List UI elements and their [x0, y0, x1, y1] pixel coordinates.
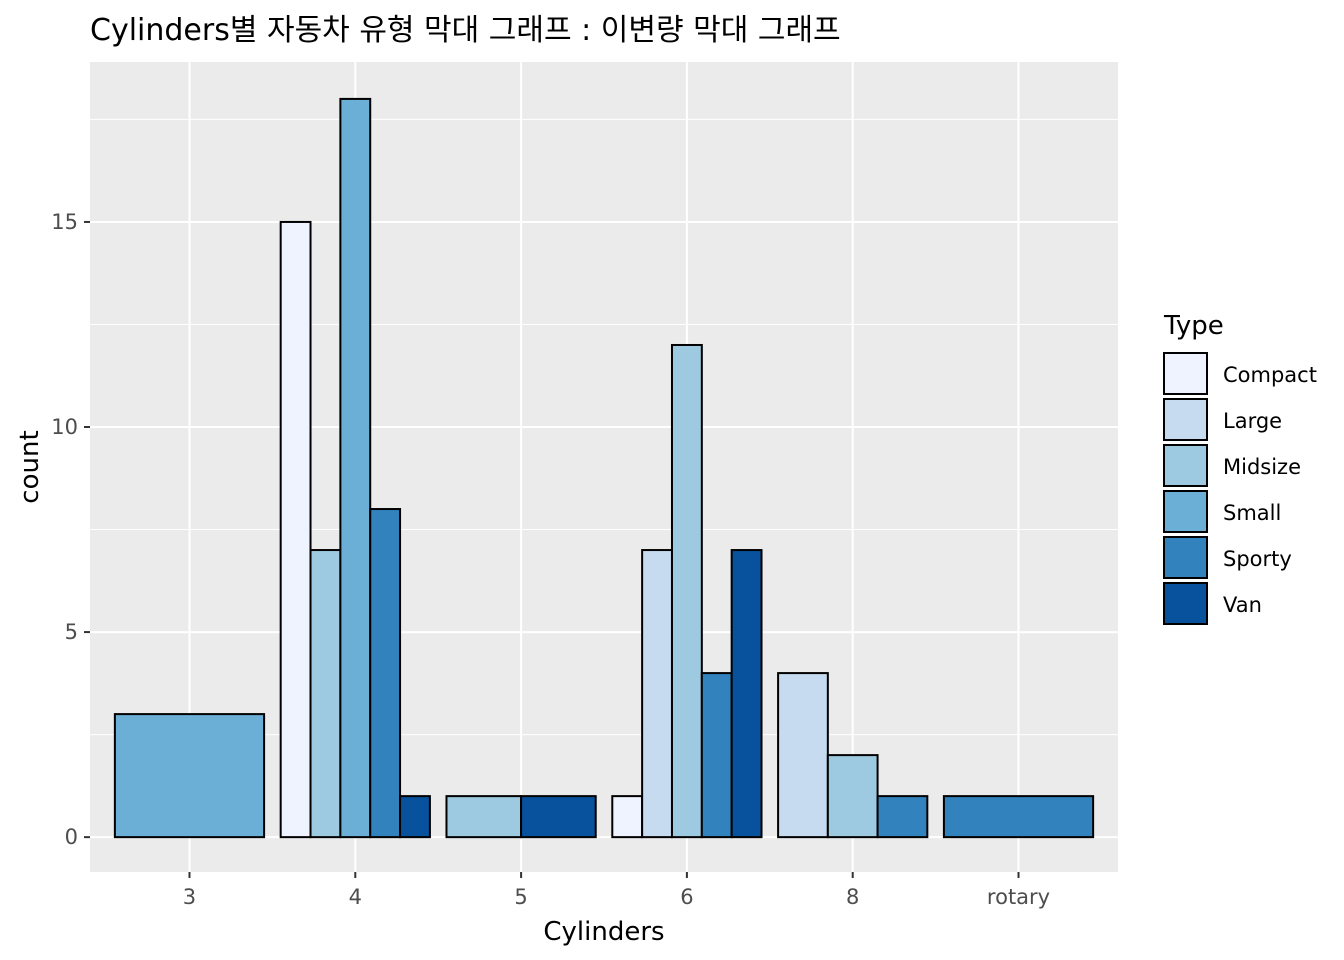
chart-title: Cylinders별 자동차 유형 막대 그래프 : 이변량 막대 그래프	[90, 13, 841, 48]
x-axis-title: Cylinders	[543, 917, 664, 947]
x-tick-label: 3	[183, 885, 196, 909]
bar-large-8	[777, 672, 829, 839]
y-tick-label: 0	[65, 825, 78, 849]
bar-midsize-5	[445, 795, 523, 839]
legend-key-small	[1163, 490, 1208, 533]
y-tick-label: 5	[65, 620, 78, 644]
bar-small-3	[113, 713, 266, 839]
bar-van-6	[730, 549, 763, 839]
legend-label-large: Large	[1223, 409, 1282, 433]
x-tick-label: 8	[846, 885, 859, 909]
legend-label-van: Van	[1223, 593, 1262, 617]
bar-sporty-4	[369, 508, 402, 839]
bar-sporty-rotary	[942, 795, 1095, 839]
bar-midsize-6	[670, 343, 703, 839]
legend-key-midsize	[1163, 444, 1208, 487]
legend-label-sporty: Sporty	[1223, 547, 1292, 571]
legend-title: Type	[1163, 311, 1224, 341]
bar-van-5	[520, 795, 597, 839]
y-tick-label: 10	[51, 415, 78, 439]
legend-label-midsize: Midsize	[1223, 455, 1301, 479]
y-tick-label: 15	[51, 210, 78, 234]
x-tick-label: 5	[514, 885, 527, 909]
x-tick-label: rotary	[987, 885, 1050, 909]
bars	[113, 97, 1095, 839]
legend-key-large	[1163, 398, 1208, 441]
legend-label-compact: Compact	[1223, 363, 1317, 387]
legend-key-sporty	[1163, 536, 1208, 579]
bar-sporty-8	[876, 795, 929, 839]
y-axis-title: count	[15, 430, 45, 503]
legend-label-small: Small	[1223, 501, 1281, 525]
bar-large-6	[641, 549, 673, 839]
bar-midsize-4	[309, 549, 342, 839]
legend-items: Compact Large Midsize Small Sporty Van	[1163, 352, 1317, 625]
axes: 0 5 10 15 3 4 5 6 8 rotary	[51, 210, 1050, 909]
x-tick-label: 4	[349, 885, 362, 909]
legend: Type Compact Large Midsize Small Sporty Van	[1163, 311, 1317, 625]
bar-small-4	[339, 97, 372, 839]
legend-key-van	[1163, 582, 1208, 625]
x-tick-label: 6	[680, 885, 693, 909]
bar-compact-6	[611, 795, 644, 839]
bar-compact-4	[279, 220, 312, 839]
bar-van-4	[399, 795, 431, 839]
bar-sporty-6	[700, 672, 733, 839]
legend-key-compact	[1163, 352, 1208, 395]
bar-midsize-8	[826, 754, 879, 839]
